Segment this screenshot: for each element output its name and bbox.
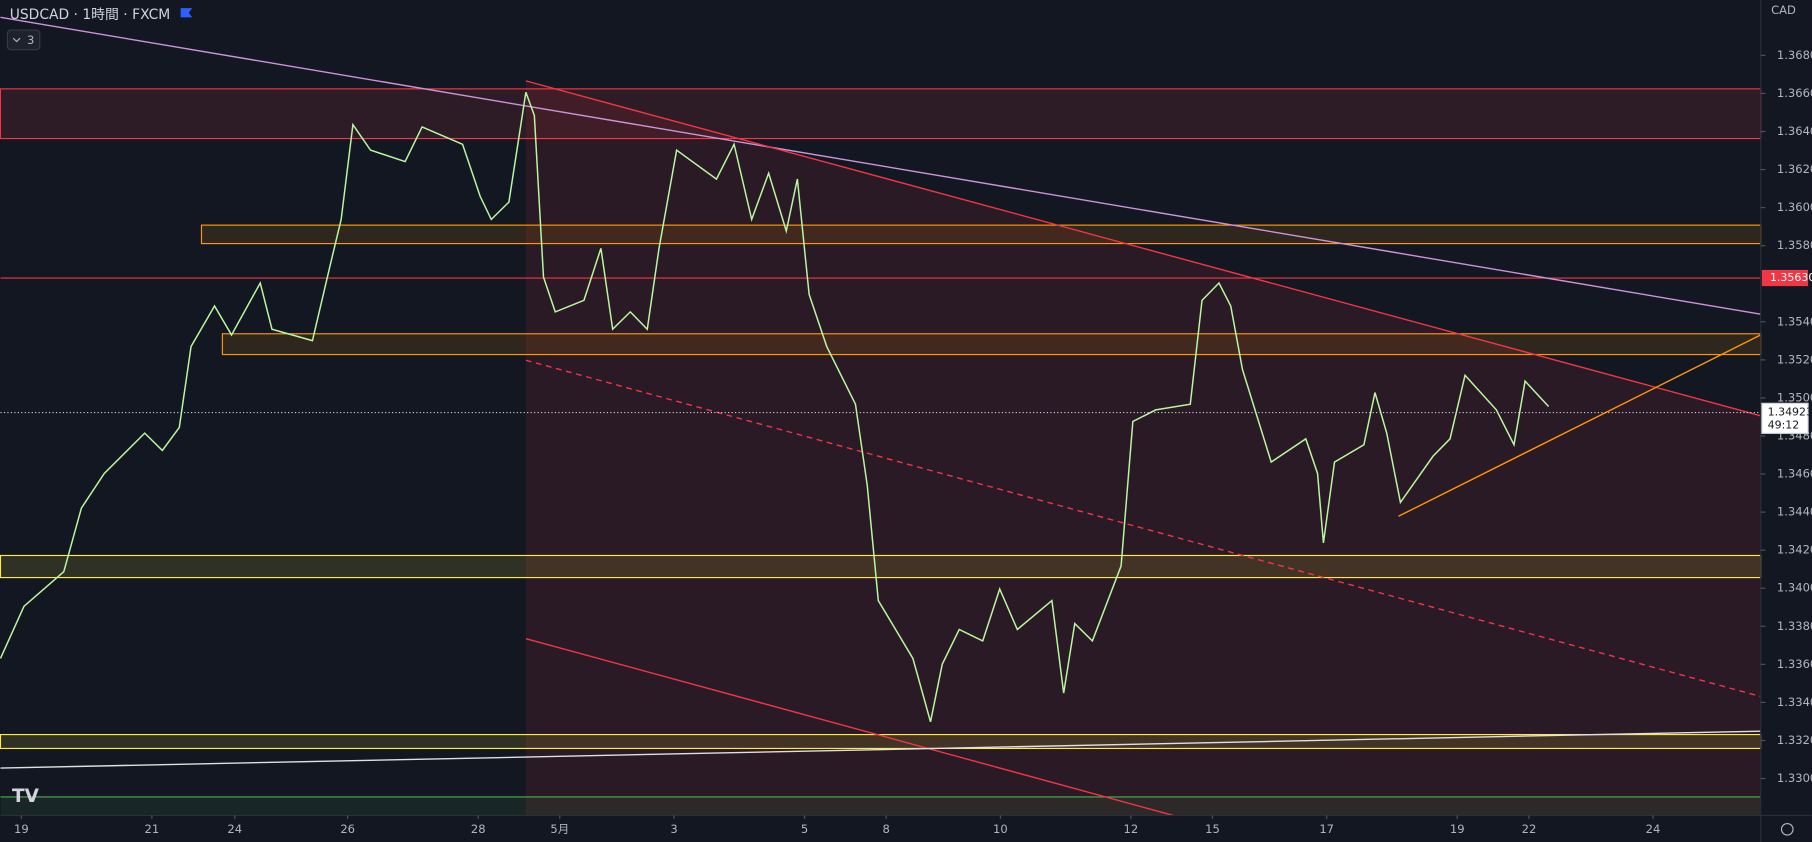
x-tick-label: 24 <box>1646 822 1661 836</box>
last-price-tag <box>1761 402 1809 434</box>
y-tick-label: 1.33000 <box>1777 771 1812 785</box>
y-tick-label: 1.33400 <box>1777 695 1812 709</box>
x-tick-label: 12 <box>1124 822 1139 836</box>
x-tick-label: 17 <box>1319 822 1334 836</box>
zone <box>200 224 1762 245</box>
x-tick-label: 26 <box>340 822 355 836</box>
price-tag <box>1761 269 1809 287</box>
channel-shade <box>525 80 1761 816</box>
trendline <box>525 359 1761 698</box>
x-tick-label: 10 <box>993 822 1008 836</box>
trendline <box>525 80 1761 417</box>
chart-title: USDCAD · 1時間 · FXCM <box>10 7 171 23</box>
chevron <box>12 37 21 43</box>
x-tick-label: 5月 <box>550 822 569 836</box>
countdown: 49:12 <box>1768 418 1800 431</box>
level-band <box>0 796 1761 816</box>
indicator-toggle[interactable] <box>6 29 41 51</box>
x-tick-label: 19 <box>14 822 29 836</box>
zone <box>0 88 1762 140</box>
y-tick-label: 1.36800 <box>1777 48 1812 62</box>
y-tick-label: 1.34200 <box>1777 543 1812 557</box>
x-tick-label: 15 <box>1205 822 1220 836</box>
plot-area <box>0 16 1762 817</box>
y-tick-label: 1.36200 <box>1777 162 1812 176</box>
y-tick-label: 1.35400 <box>1777 314 1812 328</box>
x-tick-label: 24 <box>227 822 242 836</box>
y-tick-label: 1.33600 <box>1777 657 1812 671</box>
x-tick-label: 5 <box>801 822 808 836</box>
x-tick-label: 19 <box>1450 822 1465 836</box>
zone <box>221 333 1762 356</box>
zone <box>0 554 1762 579</box>
x-tick-label: 21 <box>145 822 160 836</box>
y-tick-label: 1.35000 <box>1777 390 1812 404</box>
x-tick-label: 8 <box>882 822 889 836</box>
trendline <box>1398 334 1762 517</box>
y-tick-label: 1.33200 <box>1777 733 1812 747</box>
logo: TV <box>12 786 40 807</box>
y-tick-label: 1.35800 <box>1777 238 1812 252</box>
indicator-count: 3 <box>27 33 34 47</box>
x-tick-label: 22 <box>1522 822 1537 836</box>
y-tick-label: 1.33800 <box>1777 619 1812 633</box>
trendline <box>0 16 1761 315</box>
price-line <box>0 92 1550 723</box>
y-tick-label: 1.36000 <box>1777 200 1812 214</box>
settings-icon[interactable] <box>1780 822 1794 836</box>
y-tick-label: 1.36400 <box>1777 124 1812 138</box>
x-tick-label: 3 <box>670 822 677 836</box>
y-tick-label: 1.36600 <box>1777 86 1812 100</box>
y-tick-label: 1.34400 <box>1777 505 1812 519</box>
y-tick-label: 1.34000 <box>1777 581 1812 595</box>
trendline <box>525 637 1174 817</box>
currency[interactable]: CAD <box>1771 3 1796 17</box>
price-tag-label: 1.35630 <box>1770 271 1812 284</box>
last-price-label: 1.34923 <box>1768 406 1812 419</box>
flag-icon <box>180 8 193 18</box>
trendline <box>0 730 1761 769</box>
y-tick-label: 1.35200 <box>1777 352 1812 366</box>
x-tick-label: 28 <box>471 822 486 836</box>
y-tick-label: 1.34600 <box>1777 467 1812 481</box>
